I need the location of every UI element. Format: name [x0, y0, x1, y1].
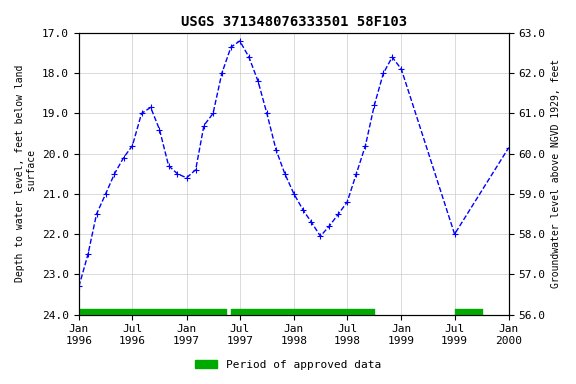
Y-axis label: Depth to water level, feet below land
 surface: Depth to water level, feet below land su… — [15, 65, 37, 283]
Y-axis label: Groundwater level above NGVD 1929, feet: Groundwater level above NGVD 1929, feet — [551, 59, 561, 288]
Title: USGS 371348076333501 58F103: USGS 371348076333501 58F103 — [181, 15, 407, 29]
Legend: Period of approved data: Period of approved data — [191, 356, 385, 375]
